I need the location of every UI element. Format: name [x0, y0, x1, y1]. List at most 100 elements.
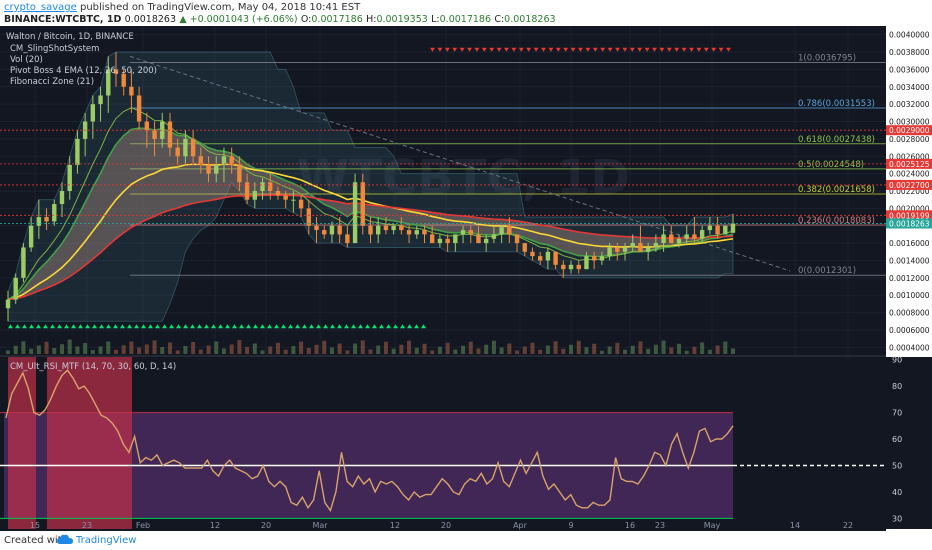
buy-marker	[309, 324, 314, 329]
buy-marker	[239, 324, 244, 329]
sell-marker	[578, 47, 583, 52]
indicator-fib-zone[interactable]: Fibonacci Zone (21)	[10, 77, 94, 87]
created-with-text: Created with	[4, 535, 68, 546]
price-tags: 0.00290000.00251250.00227000.00191990.00…	[0, 125, 932, 229]
buy-marker	[204, 324, 209, 329]
volume-bar	[468, 341, 473, 354]
rsi-axis-bg	[886, 357, 932, 529]
candle-body	[514, 234, 520, 244]
buy-marker	[197, 324, 202, 329]
rsi-title[interactable]: CM_Ult_RSI_MTF (14, 70, 30, 60, D, 14)	[10, 362, 176, 372]
candle-body	[684, 234, 689, 239]
tradingview-brand[interactable]: TradingView	[76, 535, 137, 546]
candle-body	[260, 182, 265, 191]
candle-body	[337, 225, 342, 235]
high-label: H:	[366, 14, 377, 25]
price-axis-label: 0.0028000	[889, 135, 930, 144]
sell-marker	[718, 47, 724, 52]
candle-body	[21, 247, 26, 278]
candle-body	[106, 69, 111, 96]
time-axis[interactable]: 15 23 Feb 12 20 Mar 12 20 Apr 9 16 23 May 14 22	[0, 519, 886, 531]
volume-bar	[461, 345, 466, 354]
volume-bar	[623, 349, 628, 354]
candle-body	[283, 195, 288, 200]
sell-marker	[563, 47, 569, 52]
volume-bar	[453, 349, 458, 354]
candle-body	[36, 217, 42, 226]
candle-body	[275, 191, 281, 196]
buy-marker	[414, 324, 419, 329]
price-axis-label: 0.0020000	[889, 204, 930, 213]
time-axis-label: 20	[441, 521, 451, 530]
candle-body	[376, 225, 381, 235]
rsi-line	[5, 369, 734, 513]
volume-bar	[83, 343, 88, 354]
rsi-axis-label: 80	[892, 382, 902, 391]
high-value: 0.0019353	[376, 14, 428, 25]
volume-bar	[175, 350, 180, 354]
volume-bar	[152, 340, 157, 354]
buy-marker	[358, 324, 363, 329]
sell-marker	[637, 47, 643, 52]
volume-bar	[268, 346, 273, 354]
trading-chart[interactable]: WTCBTC, 1D 1(0.0036795) 0.786(0.0031553) 0…	[0, 26, 932, 531]
sell-marker	[592, 47, 598, 52]
sell-marker	[541, 47, 546, 52]
volume-bar	[684, 350, 689, 354]
volume-bar	[476, 348, 481, 354]
price-axis-label: 0.0040000	[889, 31, 930, 40]
rsi-axis-label: 40	[892, 488, 902, 497]
sell-marker	[600, 47, 606, 52]
volume-bar	[314, 344, 319, 354]
buy-marker	[127, 324, 132, 329]
volume-bar	[422, 343, 427, 354]
candle-body	[329, 225, 335, 235]
buy-marker	[316, 324, 321, 329]
candle-body	[136, 95, 142, 122]
volume-bar	[29, 348, 34, 354]
volume-bar	[584, 347, 589, 354]
volume-bar	[291, 346, 296, 354]
buy-marker	[36, 324, 41, 329]
volume-bar	[98, 346, 103, 354]
author-link[interactable]: crypto_savage	[4, 2, 77, 13]
volume-bar	[677, 343, 682, 354]
indicator-pivot-ema[interactable]: Pivot Boss 4 EMA (12, 26, 50, 200)	[10, 66, 157, 76]
sell-marker	[659, 47, 665, 52]
volume-bar	[329, 347, 334, 354]
indicator-volume[interactable]: Vol (20)	[10, 55, 43, 65]
candle-body	[622, 247, 628, 252]
volume-bar	[67, 339, 72, 354]
sell-marker	[644, 47, 650, 52]
candle-body	[229, 156, 234, 165]
volume-bar	[630, 345, 635, 354]
volume-bar	[214, 341, 219, 354]
volume-bar	[183, 346, 188, 354]
buy-marker	[78, 324, 83, 329]
candle-body	[214, 164, 219, 174]
sell-marker	[607, 47, 613, 52]
buy-marker	[295, 324, 300, 329]
fib-level-label: 0.5(0.0024548)	[798, 160, 864, 170]
volume-bar	[21, 341, 26, 354]
candle-body	[584, 256, 589, 270]
candle-body	[630, 243, 635, 248]
volume-bar	[52, 348, 57, 354]
close-value: 0.0018263	[504, 14, 556, 25]
time-axis-label: 20	[261, 521, 271, 530]
candle-body	[591, 256, 597, 261]
sell-marker	[518, 47, 524, 52]
volume-bar	[707, 349, 712, 354]
indicator-slingshot[interactable]: CM_SlingShotSystem	[10, 44, 99, 54]
volume-bar	[6, 350, 10, 354]
symbol-name[interactable]: BINANCE:WTCBTC, 1D	[4, 14, 122, 25]
candle-body	[537, 256, 543, 261]
sell-marker	[726, 47, 731, 52]
buy-marker	[120, 324, 125, 329]
buy-marker	[400, 324, 405, 329]
buy-marker	[323, 324, 328, 329]
candle-body	[483, 238, 489, 244]
volume-bar	[360, 340, 365, 354]
fib-zone-cloud	[7, 51, 734, 322]
candle-body	[676, 238, 682, 244]
